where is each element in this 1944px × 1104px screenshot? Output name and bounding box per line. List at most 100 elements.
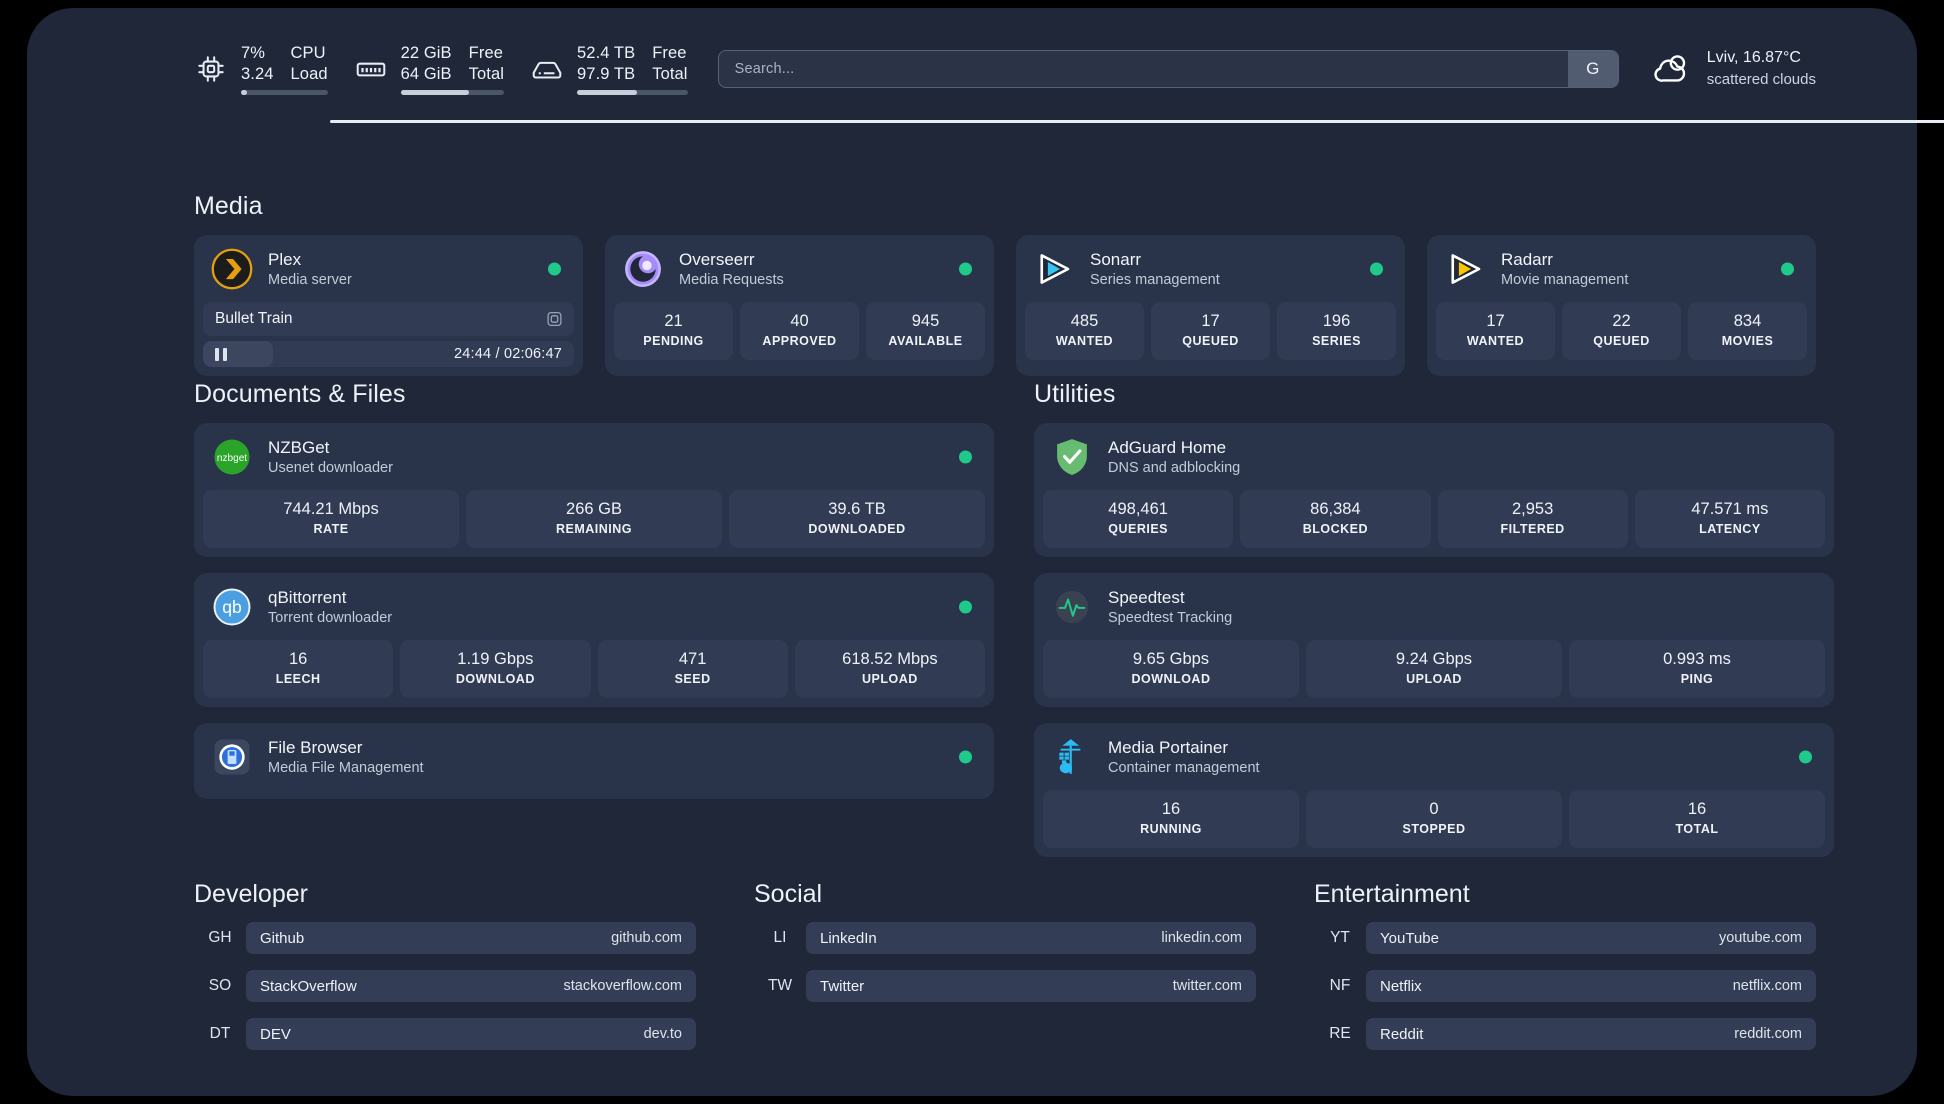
bookmark-name: Netflix — [1380, 977, 1422, 995]
bookmark-item[interactable]: NF Netflix netflix.com — [1314, 970, 1816, 1002]
cast-icon[interactable] — [546, 311, 563, 328]
service-stat-label: PENDING — [643, 334, 704, 348]
search-box[interactable]: Search... G — [717, 50, 1619, 88]
service-stat-cell[interactable]: 47.571 ms LATENCY — [1634, 490, 1825, 548]
service-card[interactable]: Radarr Movie management 17 WANTED 22 QUEUED 83… — [1427, 235, 1816, 376]
bookmark-item[interactable]: SO StackOverflow stackoverflow.com — [194, 970, 696, 1002]
service-card-header: Speedtest Speedtest Tracking — [1034, 573, 1834, 640]
service-card[interactable]: Speedtest Speedtest Tracking 9.65 Gbps DOWN… — [1034, 573, 1834, 707]
bookmark-item[interactable]: TW Twitter twitter.com — [754, 970, 1256, 1002]
bookmark-item[interactable]: GH Github github.com — [194, 922, 696, 954]
bookmark-link[interactable]: LinkedIn linkedin.com — [806, 922, 1256, 954]
service-card-header: Media Portainer Container management — [1034, 723, 1834, 790]
service-stat-cell[interactable]: 17 QUEUED — [1151, 302, 1270, 360]
service-stat-cell[interactable]: 9.24 Gbps UPLOAD — [1306, 640, 1562, 698]
bookmark-link[interactable]: YouTube youtube.com — [1366, 922, 1816, 954]
service-stat-cell[interactable]: 945 AVAILABLE — [866, 302, 985, 360]
bookmark-abbr: YT — [1330, 929, 1350, 946]
service-stat-cell[interactable]: 16 LEECH — [203, 640, 394, 698]
bookmark-link[interactable]: Github github.com — [246, 922, 696, 954]
bookmark-item[interactable]: DT DEV dev.to — [194, 1018, 696, 1050]
bookmark-item[interactable]: YT YouTube youtube.com — [1314, 922, 1816, 954]
service-stat-cell[interactable]: 834 MOVIES — [1688, 302, 1807, 360]
service-stat-cell[interactable]: 16 RUNNING — [1043, 790, 1299, 848]
service-stat-cell[interactable]: 196 SERIES — [1277, 302, 1396, 360]
bookmark-group: Entertainment YT YouTube youtube.com NF Netfl… — [1314, 880, 1816, 1066]
service-stat-row: 17 WANTED 22 QUEUED 834 MOVIES — [1427, 302, 1816, 369]
bookmark-name: Reddit — [1380, 1025, 1424, 1043]
service-stat-value: 1.19 Gbps — [457, 650, 534, 668]
service-stat-cell[interactable]: 744.21 Mbps RATE — [203, 490, 459, 548]
service-stat-cell[interactable]: 16 TOTAL — [1569, 790, 1825, 848]
bookmark-group-title: Developer — [194, 880, 308, 908]
service-stat-cell[interactable]: 498,461 QUERIES — [1043, 490, 1234, 548]
bookmark-link[interactable]: Netflix netflix.com — [1366, 970, 1816, 1002]
service-stat-cell[interactable]: 471 SEED — [597, 640, 788, 698]
bookmark-url: reddit.com — [1734, 1026, 1802, 1042]
bookmark-item[interactable]: LI LinkedIn linkedin.com — [754, 922, 1256, 954]
service-subtitle: Usenet downloader — [268, 459, 393, 476]
service-stat-label: RATE — [313, 522, 349, 536]
bookmark-link[interactable]: Twitter twitter.com — [806, 970, 1256, 1002]
system-stats: 7% 3.24 CPU Load 22 GiB 64 GiB Free Total 52.4 T… — [194, 43, 688, 95]
bookmark-item[interactable]: RE Reddit reddit.com — [1314, 1018, 1816, 1050]
service-stat-value: 471 — [678, 650, 707, 668]
bookmark-abbr: NF — [1329, 977, 1351, 994]
service-card-header: qb qBittorrent Torrent downloader — [194, 573, 994, 640]
service-stat-cell[interactable]: 22 QUEUED — [1562, 302, 1681, 360]
media-player: Bullet Train 24:44 / 02:06:47 — [194, 302, 583, 376]
service-stat-cell[interactable]: 0 STOPPED — [1306, 790, 1562, 848]
service-subtitle: Series management — [1090, 271, 1220, 288]
disk-icon — [530, 52, 564, 86]
weather-description: scattered clouds — [1706, 71, 1816, 88]
service-subtitle: DNS and adblocking — [1108, 459, 1241, 476]
service-stat-cell[interactable]: 618.52 Mbps UPLOAD — [794, 640, 985, 698]
search-input[interactable]: Search... — [734, 61, 795, 77]
service-stat-cell[interactable]: 0.993 ms PING — [1569, 640, 1825, 698]
bookmark-link[interactable]: StackOverflow stackoverflow.com — [246, 970, 696, 1002]
service-stat-cell[interactable]: 17 WANTED — [1436, 302, 1555, 360]
service-stat-cell[interactable]: 2,953 FILTERED — [1437, 490, 1628, 548]
system-stat-value-2: 97.9 TB — [577, 65, 636, 83]
now-playing-row[interactable]: Bullet Train — [203, 302, 574, 336]
dashboard-window: 7% 3.24 CPU Load 22 GiB 64 GiB Free Total 52.4 T… — [27, 8, 1944, 1096]
service-stat-cell[interactable]: 40 APPROVED — [740, 302, 859, 360]
bookmark-url: dev.to — [643, 1026, 682, 1042]
service-stat-row: 485 WANTED 17 QUEUED 196 SERIES — [1016, 302, 1405, 369]
documents-section: Documents & Files nzbget NZBGet Usenet dow… — [194, 380, 994, 799]
service-stat-cell[interactable]: 485 WANTED — [1025, 302, 1144, 360]
service-card[interactable]: Sonarr Series management 485 WANTED 17 QUEUED… — [1016, 235, 1405, 376]
bookmark-abbr: GH — [208, 929, 232, 946]
bookmark-link[interactable]: Reddit reddit.com — [1366, 1018, 1816, 1050]
utilities-card-list: AdGuard Home DNS and adblocking 498,461 QUE… — [1034, 423, 1834, 857]
system-stat-memory: 22 GiB 64 GiB Free Total — [354, 43, 505, 95]
service-card[interactable]: Media Portainer Container management 16 RUN… — [1034, 723, 1834, 857]
service-card[interactable]: nzbget NZBGet Usenet downloader 744.21 Mbps… — [194, 423, 994, 557]
service-stat-cell[interactable]: 86,384 BLOCKED — [1240, 490, 1431, 548]
service-stat-cell[interactable]: 266 GB REMAINING — [466, 490, 722, 548]
status-badge — [1781, 262, 1794, 275]
service-card[interactable]: File Browser Media File Management — [194, 723, 994, 799]
service-subtitle: Media server — [268, 271, 352, 288]
cpu-icon — [194, 52, 228, 86]
pause-icon[interactable] — [215, 347, 227, 361]
system-stat-label-1: CPU — [290, 44, 326, 62]
bookmark-name: Github — [260, 929, 305, 947]
service-stat-cell[interactable]: 1.19 Gbps DOWNLOAD — [400, 640, 591, 698]
service-card[interactable]: Plex Media server Bullet Train 24:44 / 02:0… — [194, 235, 583, 376]
service-card[interactable]: AdGuard Home DNS and adblocking 498,461 QUE… — [1034, 423, 1834, 557]
service-stat-value: 744.21 Mbps — [283, 500, 379, 518]
service-card[interactable]: Overseerr Media Requests 21 PENDING 40 APPROV… — [605, 235, 994, 376]
service-stat-cell[interactable]: 21 PENDING — [614, 302, 733, 360]
service-card[interactable]: qb qBittorrent Torrent downloader 16 LEECH 1.… — [194, 573, 994, 707]
service-subtitle: Torrent downloader — [268, 609, 393, 626]
service-stat-cell[interactable]: 9.65 Gbps DOWNLOAD — [1043, 640, 1299, 698]
service-stat-label: BLOCKED — [1302, 522, 1369, 536]
bookmark-link[interactable]: DEV dev.to — [246, 1018, 696, 1050]
system-stat-value-1: 52.4 TB — [577, 44, 636, 62]
service-title: NZBGet — [268, 437, 330, 457]
search-engine-button[interactable]: G — [1567, 51, 1618, 87]
service-stat-cell[interactable]: 39.6 TB DOWNLOADED — [729, 490, 985, 548]
service-stat-row: 16 RUNNING 0 STOPPED 16 TOTAL — [1034, 790, 1834, 857]
playback-progress[interactable]: 24:44 / 02:06:47 — [203, 341, 574, 367]
